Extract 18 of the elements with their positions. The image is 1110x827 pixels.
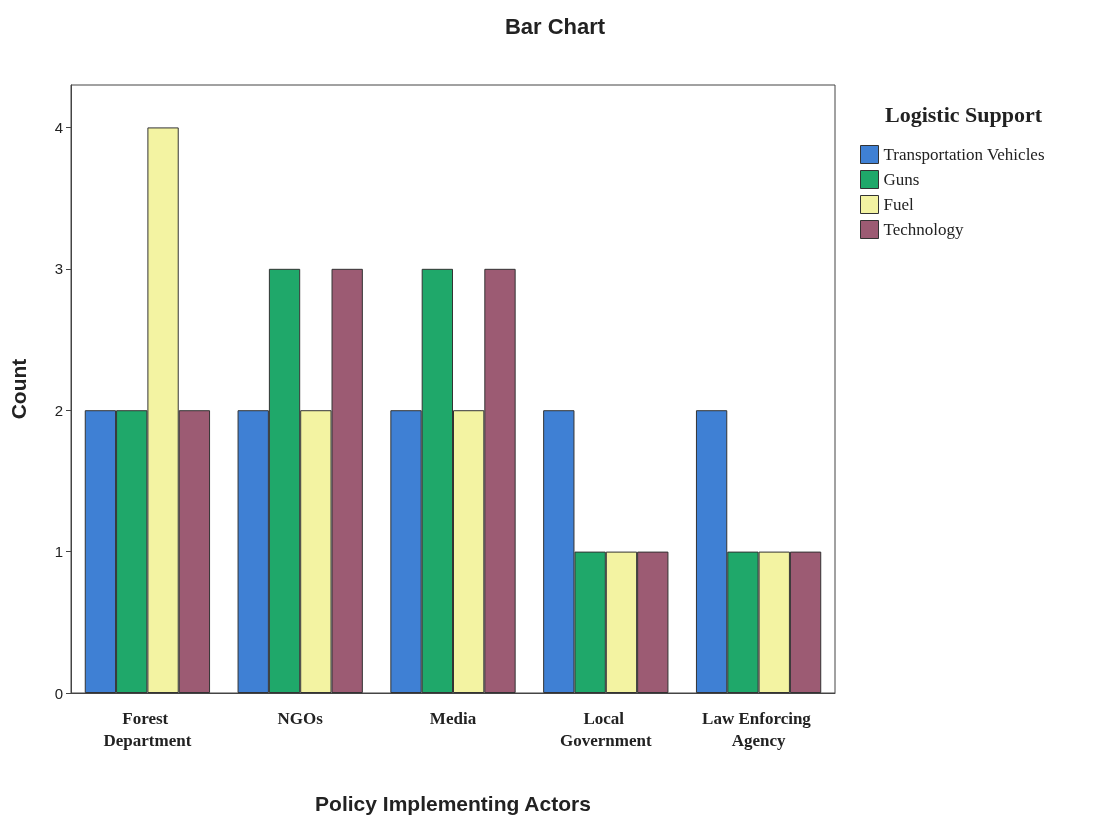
y-tick-label: 2 — [54, 401, 63, 419]
x-tick-label: Law Enforcing Agency — [702, 708, 816, 750]
x-tick-label: Media — [429, 708, 477, 728]
legend-label: Fuel — [883, 195, 914, 214]
y-tick-label: 4 — [54, 118, 63, 136]
legend-label: Technology — [883, 220, 965, 239]
y-axis-title: Count — [7, 358, 30, 420]
y-tick-label: 1 — [54, 543, 63, 561]
x-tick-label: Local Government — [560, 708, 652, 750]
y-tick-label: 3 — [54, 260, 63, 278]
y-tick-label: 0 — [54, 684, 63, 702]
x-axis-title: Policy Implementing Actors — [315, 792, 591, 815]
x-tick-label: NGOs — [277, 708, 324, 728]
legend-title: Logistic Support — [885, 101, 1043, 127]
legend-label: Guns — [883, 170, 920, 189]
chart-title: Bar Chart — [504, 13, 606, 39]
x-tick-label: Forest Department — [103, 708, 192, 750]
legend-label: Transportation Vehicles — [883, 145, 1045, 164]
